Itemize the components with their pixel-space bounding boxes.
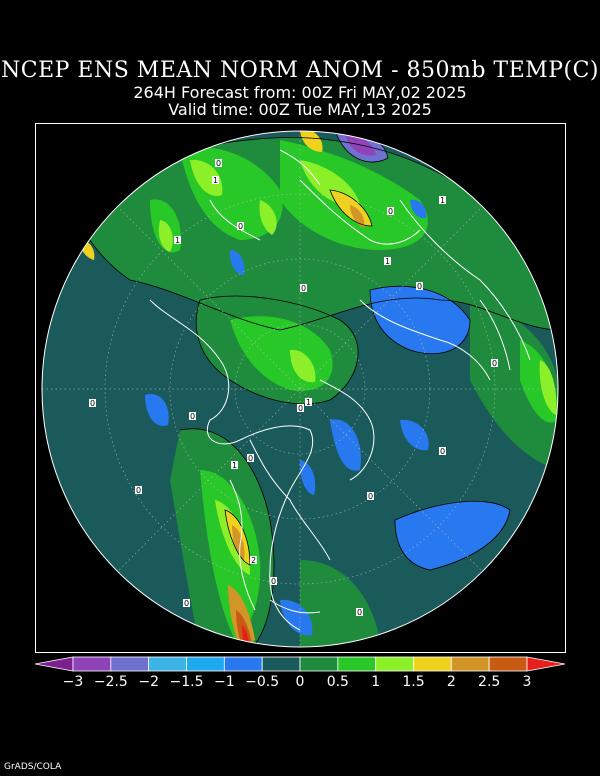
svg-text:1: 1	[175, 236, 180, 245]
colorbar-label: −0.5	[245, 674, 279, 690]
contour-label: 0	[135, 486, 142, 495]
colorbar-label: 1	[371, 674, 380, 690]
hemisphere-outline	[41, 130, 559, 648]
colorbar-swatch	[148, 656, 187, 672]
colorbar-label: 3	[523, 674, 532, 690]
contour-label: 0	[270, 577, 277, 586]
svg-text:0: 0	[216, 159, 221, 168]
colorbar-swatch	[261, 656, 301, 672]
svg-text:0: 0	[357, 608, 362, 617]
forecast-time: 264H Forecast from: 00Z Fri MAY,02 2025	[133, 83, 467, 102]
colorbar-swatch	[337, 656, 377, 672]
colorbar-label: −1.5	[170, 674, 204, 690]
svg-text:0: 0	[417, 282, 422, 291]
graticule	[42, 131, 558, 647]
colorbar-arrow-high	[526, 656, 566, 672]
svg-text:2: 2	[251, 556, 256, 565]
contour-label: 0	[183, 599, 190, 608]
svg-text:0: 0	[238, 222, 243, 231]
svg-text:0: 0	[301, 284, 306, 293]
svg-text:0: 0	[388, 207, 393, 216]
colorbar-swatch	[375, 656, 414, 672]
colorbar-label: 1.5	[402, 674, 424, 690]
contour-label: 1	[212, 176, 219, 185]
colorbar-label: −3	[63, 674, 84, 690]
contour-label: 1	[384, 257, 391, 266]
svg-text:1: 1	[440, 196, 445, 205]
contour-label: 0	[89, 399, 96, 408]
anomaly-field	[42, 131, 558, 647]
contour-label: 1	[305, 398, 312, 407]
contour-label: 2	[250, 556, 257, 565]
contour-label: 1	[174, 236, 181, 245]
svg-text:1: 1	[385, 257, 390, 266]
contour-label: 0	[387, 207, 394, 216]
contour-label: 0	[416, 282, 423, 291]
svg-text:1: 1	[306, 398, 311, 407]
colorbar-swatch	[223, 656, 263, 672]
colorbar: −3 −2.5 −2 −1.5 −1 −0.5 0 0.5 1 1.5 2 2.5 3	[34, 656, 566, 690]
colorbar-label: −1	[214, 674, 235, 690]
svg-text:0: 0	[184, 599, 189, 608]
colorbar-swatch	[413, 656, 452, 672]
colorbar-label: 2.5	[478, 674, 500, 690]
colorbar-label: −2.5	[94, 674, 128, 690]
colorbar-arrow-low	[34, 656, 74, 672]
colorbar-label: 0.5	[327, 674, 349, 690]
contour-label: 0	[491, 359, 498, 368]
colorbar-swatch	[450, 656, 490, 672]
svg-text:0: 0	[190, 412, 195, 421]
svg-text:0: 0	[136, 486, 141, 495]
colorbar-swatch	[488, 656, 528, 672]
valid-time: Valid time: 00Z Tue MAY,13 2025	[168, 100, 432, 119]
contour-label: 0	[237, 222, 244, 231]
contour-labels: 0 1 1 0 0 0 1 1 0 0 0 1 0 0 0 0 0 1 0 0 …	[89, 159, 498, 617]
svg-text:0: 0	[271, 577, 276, 586]
colorbar-label: 0	[296, 674, 305, 690]
map-frame	[35, 123, 566, 653]
colorbar-label: 2	[447, 674, 456, 690]
svg-text:0: 0	[440, 447, 445, 456]
map-title: NCEP ENS MEAN NORM ANOM - 850mb TEMP(C)	[0, 58, 599, 83]
contour-label: 0	[300, 284, 307, 293]
svg-text:0: 0	[368, 492, 373, 501]
svg-text:0: 0	[492, 359, 497, 368]
contour-label: 1	[231, 461, 238, 470]
contour-label: 0	[439, 447, 446, 456]
colorbar-swatch	[299, 656, 339, 672]
contour-label: 0	[215, 159, 222, 168]
colorbar-label: −2	[138, 674, 159, 690]
colorbar-swatch	[72, 656, 112, 672]
coastlines	[149, 149, 531, 631]
credit-text: GrADS/COLA	[4, 762, 62, 772]
svg-text:0: 0	[248, 454, 253, 463]
contour-label: 0	[189, 412, 196, 421]
contour-label: 1	[439, 196, 446, 205]
colorbar-swatch	[186, 656, 225, 672]
svg-text:0: 0	[90, 399, 95, 408]
svg-text:1: 1	[232, 461, 237, 470]
contour-label: 0	[297, 404, 304, 413]
colorbar-swatch	[110, 656, 150, 672]
svg-text:1: 1	[213, 176, 218, 185]
contour-label: 0	[367, 492, 374, 501]
svg-text:0: 0	[298, 404, 303, 413]
contour-label: 0	[356, 608, 363, 617]
contour-label: 0	[247, 454, 254, 463]
